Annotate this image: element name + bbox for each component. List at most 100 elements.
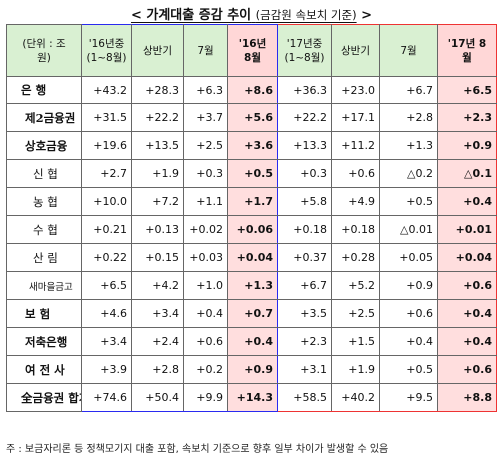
title-sub: (금감원 속보치 기준) [255, 8, 357, 22]
header-16-period: '16년중 (1~8월) [81, 24, 132, 77]
value-cell: +0.05 [379, 243, 438, 272]
header-16-jul: 7월 [183, 24, 228, 77]
value-cell: +0.5 [227, 159, 278, 188]
value-cell: +0.15 [131, 243, 184, 272]
value-cell: +9.5 [379, 383, 438, 412]
row-label: 수 협 [6, 215, 82, 244]
header-17-period: '17년중 (1~8월) [277, 24, 332, 77]
value-cell: +43.2 [81, 76, 132, 104]
value-cell: +0.02 [183, 215, 228, 244]
value-cell: +22.2 [131, 103, 184, 132]
value-cell: +28.3 [131, 76, 184, 104]
row-label: 보 험 [6, 299, 82, 328]
value-cell: △0.2 [379, 159, 438, 188]
value-cell: +0.9 [437, 131, 497, 160]
value-cell: +0.6 [437, 271, 497, 300]
value-cell: +0.4 [379, 327, 438, 356]
header-17-jul: 7월 [379, 24, 438, 77]
row-label: 산 림 [6, 243, 82, 272]
value-cell: +2.8 [131, 355, 184, 384]
value-cell: +3.5 [277, 299, 332, 328]
header-row: (단위 : 조원) '16년중 (1~8월) 상반기 7월 '16년 8월 '1… [6, 24, 497, 77]
footnote: 주 : 보금자리론 등 정책모기지 대출 포함, 속보치 기준으로 향후 일부 … [6, 444, 389, 455]
value-cell: +6.5 [437, 76, 497, 104]
value-cell: +4.9 [331, 187, 380, 216]
table-row: 상호금융 +19.6 +13.5 +2.5 +3.6 +13.3 +11.2 +1.3 +0.9 [6, 131, 497, 160]
table-row: 제2금융권 +31.5 +22.2 +3.7 +5.6 +22.2 +17.1 +2.8 +2.… [6, 103, 497, 132]
value-cell: +1.1 [183, 187, 228, 216]
value-cell: +7.2 [131, 187, 184, 216]
value-cell: +23.0 [331, 76, 380, 104]
value-cell: +3.6 [227, 131, 278, 160]
row-label: 새마을금고 [6, 271, 82, 300]
value-cell: +1.3 [227, 271, 278, 300]
value-cell: +74.6 [81, 383, 132, 412]
value-cell: +0.37 [277, 243, 332, 272]
value-cell: +2.3 [277, 327, 332, 356]
header-16-h1: 상반기 [131, 24, 184, 77]
value-cell: +17.1 [331, 103, 380, 132]
value-cell: +0.6 [437, 355, 497, 384]
value-cell: +0.5 [379, 187, 438, 216]
value-cell: +6.3 [183, 76, 228, 104]
value-cell: +50.4 [131, 383, 184, 412]
header-unit: (단위 : 조원) [6, 24, 82, 77]
value-cell: +0.3 [183, 159, 228, 188]
value-cell: +13.3 [277, 131, 332, 160]
table-row: 수 협 +0.21 +0.13 +0.02 +0.06 +0.18 +0.18 △0.01 +0… [6, 215, 497, 244]
value-cell: +9.9 [183, 383, 228, 412]
household-loan-table: (단위 : 조원) '16년중 (1~8월) 상반기 7월 '16년 8월 '1… [6, 24, 497, 412]
row-label: 농 협 [6, 187, 82, 216]
value-cell: △0.1 [437, 159, 497, 188]
value-cell: +0.5 [379, 355, 438, 384]
value-cell: +0.7 [227, 299, 278, 328]
value-cell: +0.04 [227, 243, 278, 272]
row-label: 상호금융 [6, 131, 82, 160]
value-cell: +2.3 [437, 103, 497, 132]
row-label: 여 전 사 [6, 355, 82, 384]
value-cell: +8.6 [227, 76, 278, 104]
value-cell: +19.6 [81, 131, 132, 160]
value-cell: +0.2 [183, 355, 228, 384]
value-cell: +5.6 [227, 103, 278, 132]
value-cell: +3.9 [81, 355, 132, 384]
value-cell: +0.21 [81, 215, 132, 244]
value-cell: +0.6 [379, 299, 438, 328]
value-cell: +6.7 [277, 271, 332, 300]
value-cell: +0.03 [183, 243, 228, 272]
value-cell: +40.2 [331, 383, 380, 412]
value-cell: +0.06 [227, 215, 278, 244]
value-cell: △0.01 [379, 215, 438, 244]
value-cell: +3.4 [81, 327, 132, 356]
table-row: 새마을금고 +6.5 +4.2 +1.0 +1.3 +6.7 +5.2 +0.9 +0.6 [6, 271, 497, 300]
value-cell: +0.28 [331, 243, 380, 272]
value-cell: +0.6 [183, 327, 228, 356]
value-cell: +0.13 [131, 215, 184, 244]
row-label: 全금융권 합계 [6, 383, 82, 412]
row-label: 은 행 [6, 76, 82, 104]
value-cell: +0.4 [227, 327, 278, 356]
value-cell: +4.6 [81, 299, 132, 328]
row-label: 제2금융권 [6, 103, 82, 132]
value-cell: +0.04 [437, 243, 497, 272]
value-cell: +3.7 [183, 103, 228, 132]
value-cell: +2.5 [331, 299, 380, 328]
value-cell: +0.3 [277, 159, 332, 188]
header-16-aug: '16년 8월 [227, 24, 278, 77]
value-cell: +1.0 [183, 271, 228, 300]
table-title: < 가계대출 증감 추이 (금감원 속보치 기준) > [0, 4, 503, 23]
value-cell: +36.3 [277, 76, 332, 104]
title-close: > [361, 8, 373, 23]
value-cell: +6.7 [379, 76, 438, 104]
value-cell: +0.4 [437, 327, 497, 356]
value-cell: +3.4 [131, 299, 184, 328]
value-cell: +10.0 [81, 187, 132, 216]
value-cell: +0.4 [437, 299, 497, 328]
value-cell: +14.3 [227, 383, 278, 412]
value-cell: +1.3 [379, 131, 438, 160]
value-cell: +0.22 [81, 243, 132, 272]
value-cell: +6.5 [81, 271, 132, 300]
value-cell: +22.2 [277, 103, 332, 132]
value-cell: +3.1 [277, 355, 332, 384]
value-cell: +0.18 [277, 215, 332, 244]
